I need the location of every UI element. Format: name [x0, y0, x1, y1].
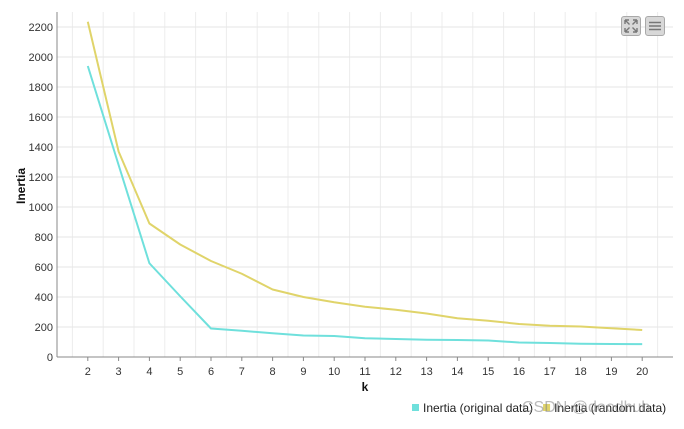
x-tick-label: 8 [270, 366, 276, 378]
y-tick-label: 1000 [29, 202, 53, 214]
legend-label-2: Inertia (random data) [554, 401, 666, 415]
x-tick-label: 7 [239, 366, 245, 378]
y-tick-label: 2200 [29, 22, 53, 34]
legend-swatch-1 [412, 404, 419, 411]
expand-button[interactable] [621, 16, 641, 36]
x-tick-label: 4 [146, 366, 152, 378]
grid-lines [57, 12, 673, 358]
x-tick-label: 13 [420, 366, 432, 378]
y-tick-label: 0 [47, 352, 53, 364]
legend-label-1: Inertia (original data) [423, 401, 533, 415]
expand-icon [624, 19, 638, 33]
x-tick-label: 3 [116, 366, 122, 378]
y-axis-title: Inertia [14, 168, 28, 204]
x-tick-label: 5 [177, 366, 183, 378]
series-lines [86, 21, 643, 346]
x-tick-label: 6 [208, 366, 214, 378]
x-tick-label: 14 [451, 366, 463, 378]
axes: 0200400600800100012001400160018002000220… [29, 12, 673, 378]
series-line-1 [86, 65, 643, 346]
y-tick-label: 1600 [29, 112, 53, 124]
chart-menu-button[interactable] [645, 16, 665, 36]
y-tick-label: 400 [35, 292, 53, 304]
y-tick-label: 200 [35, 322, 53, 334]
hamburger-menu-icon [649, 21, 661, 31]
legend: Inertia (original data) Inertia (random d… [412, 401, 666, 415]
y-tick-label: 2000 [29, 52, 53, 64]
y-tick-label: 600 [35, 262, 53, 274]
series-line-2 [86, 21, 643, 331]
x-tick-label: 16 [513, 366, 525, 378]
x-tick-label: 10 [328, 366, 340, 378]
x-tick-label: 17 [544, 366, 556, 378]
y-tick-label: 1800 [29, 82, 53, 94]
legend-swatch-2 [543, 404, 551, 411]
y-tick-label: 1200 [29, 172, 53, 184]
x-tick-label: 20 [636, 366, 648, 378]
x-tick-label: 9 [300, 366, 306, 378]
y-tick-label: 1400 [29, 142, 53, 154]
x-tick-label: 15 [482, 366, 494, 378]
y-tick-label: 800 [35, 232, 53, 244]
x-tick-label: 12 [390, 366, 402, 378]
x-tick-label: 18 [574, 366, 586, 378]
x-axis-title: k [362, 380, 369, 394]
x-tick-label: 2 [85, 366, 91, 378]
x-tick-label: 19 [605, 366, 617, 378]
x-tick-label: 11 [359, 366, 370, 378]
